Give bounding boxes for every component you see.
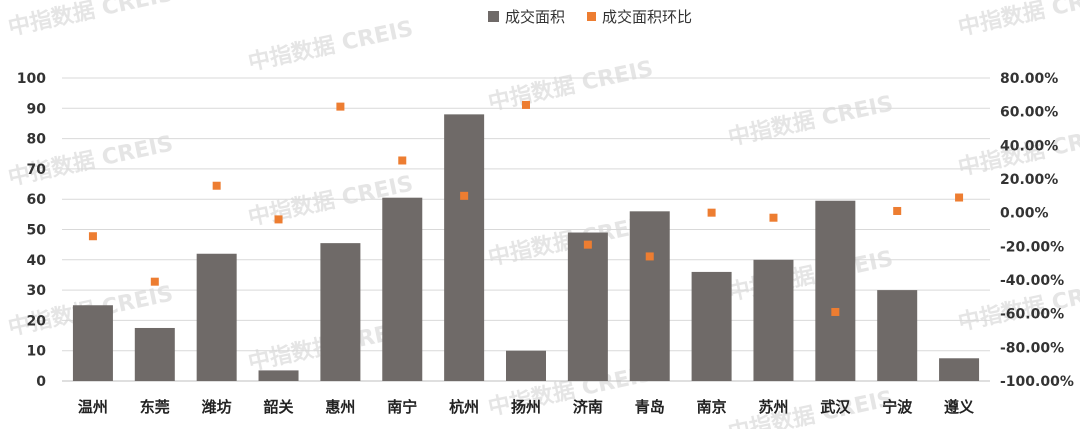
bar-韶关 [258, 370, 299, 381]
left-tick-label: 0 [36, 374, 46, 390]
bar-扬州 [506, 350, 546, 381]
category-label: 东莞 [140, 398, 170, 416]
point-韶关 [274, 215, 283, 224]
bar-遵义 [939, 358, 980, 381]
left-tick-label: 60 [27, 192, 47, 208]
right-tick-label: 60.00% [1000, 105, 1058, 121]
category-label: 杭州 [449, 398, 479, 416]
left-tick-label: 40 [27, 253, 47, 269]
watermark-0: 中指数据 CREIS [6, 0, 176, 41]
point-杭州 [460, 191, 469, 200]
point-南宁 [398, 156, 407, 165]
point-遵义 [955, 193, 964, 202]
bar-南宁 [382, 197, 423, 381]
category-label: 青岛 [635, 398, 665, 416]
right-tick-label: -40.00% [1000, 273, 1064, 289]
point-宁波 [893, 206, 902, 215]
bar-南京 [691, 271, 732, 381]
bar-宁波 [877, 290, 918, 381]
point-武汉 [831, 307, 840, 316]
bar-苏州 [753, 259, 794, 381]
watermark-1: 中指数据 CREIS [246, 16, 416, 76]
bar-青岛 [629, 211, 670, 381]
left-tick-label: 90 [27, 101, 47, 117]
watermark-4: 中指数据 CREIS [956, 0, 1080, 41]
bar-潍坊 [196, 253, 237, 381]
right-tick-label: -60.00% [1000, 307, 1064, 323]
left-tick-label: 100 [17, 71, 46, 87]
legend-label-scatter: 成交面积环比 [602, 7, 693, 26]
category-label: 南宁 [387, 398, 417, 416]
left-tick-label: 50 [27, 223, 47, 239]
category-label: 宁波 [882, 398, 913, 416]
bar-series [72, 114, 980, 382]
category-label: 韶关 [264, 398, 294, 416]
category-label: 武汉 [820, 398, 851, 416]
point-扬州 [522, 100, 530, 109]
legend: 成交面积 成交面积环比 [488, 4, 692, 28]
category-label: 潍坊 [202, 398, 232, 416]
bar-东莞 [134, 327, 175, 381]
left-y-axis: 0 10 20 30 40 50 60 70 80 90 100 [17, 71, 46, 390]
point-温州 [88, 232, 97, 241]
x-axis: 温州 东莞 潍坊 韶关 惠州 南宁 杭州 扬州 济南 青岛 南京 苏州 武汉 宁波 遵义 [78, 398, 974, 416]
point-东莞 [150, 277, 159, 286]
legend-item-scatter: 成交面积环比 [587, 6, 692, 27]
point-济南 [583, 240, 592, 249]
bar-惠州 [320, 243, 361, 381]
point-惠州 [336, 102, 345, 111]
left-tick-label: 30 [27, 283, 47, 299]
left-tick-label: 80 [27, 132, 47, 148]
left-tick-label: 10 [27, 344, 47, 360]
legend-swatch-scatter [587, 11, 597, 21]
bar-武汉 [815, 200, 856, 381]
bar-杭州 [444, 114, 485, 382]
bar-济南 [567, 232, 608, 381]
watermark-2: 中指数据 CREIS [486, 56, 656, 116]
category-label: 遵义 [944, 398, 974, 416]
right-tick-label: -20.00% [1000, 239, 1064, 255]
point-苏州 [769, 213, 778, 222]
right-tick-label: -100.00% [1000, 374, 1074, 390]
right-tick-label: 80.00% [1000, 71, 1058, 87]
watermark-3: 中指数据 CREIS [726, 91, 896, 151]
point-南京 [707, 208, 716, 217]
scatter-series [88, 100, 964, 316]
category-label: 扬州 [511, 398, 541, 416]
legend-label-bar: 成交面积 [505, 7, 566, 26]
category-label: 济南 [573, 398, 603, 416]
right-y-axis: -100.00% -80.00% -60.00% -40.00% -20.00% 0.00… [1000, 71, 1074, 390]
left-tick-label: 70 [27, 162, 47, 178]
right-tick-label: 0.00% [1000, 206, 1049, 222]
point-潍坊 [212, 181, 221, 190]
category-label: 南京 [697, 398, 727, 416]
right-tick-label: 40.00% [1000, 138, 1058, 154]
bar-温州 [72, 305, 113, 381]
legend-swatch-bar [488, 10, 499, 22]
legend-item-bar: 成交面积 [488, 6, 565, 27]
right-tick-label: 20.00% [1000, 172, 1058, 188]
category-label: 惠州 [325, 398, 355, 416]
watermark-13: 中指数据 CREIS [726, 386, 896, 429]
left-tick-label: 20 [27, 313, 47, 329]
category-label: 苏州 [758, 398, 788, 416]
point-青岛 [645, 252, 654, 261]
right-tick-label: -80.00% [1000, 340, 1064, 356]
watermark-8: 中指数据 CREIS [726, 246, 896, 306]
category-label: 温州 [78, 398, 108, 416]
